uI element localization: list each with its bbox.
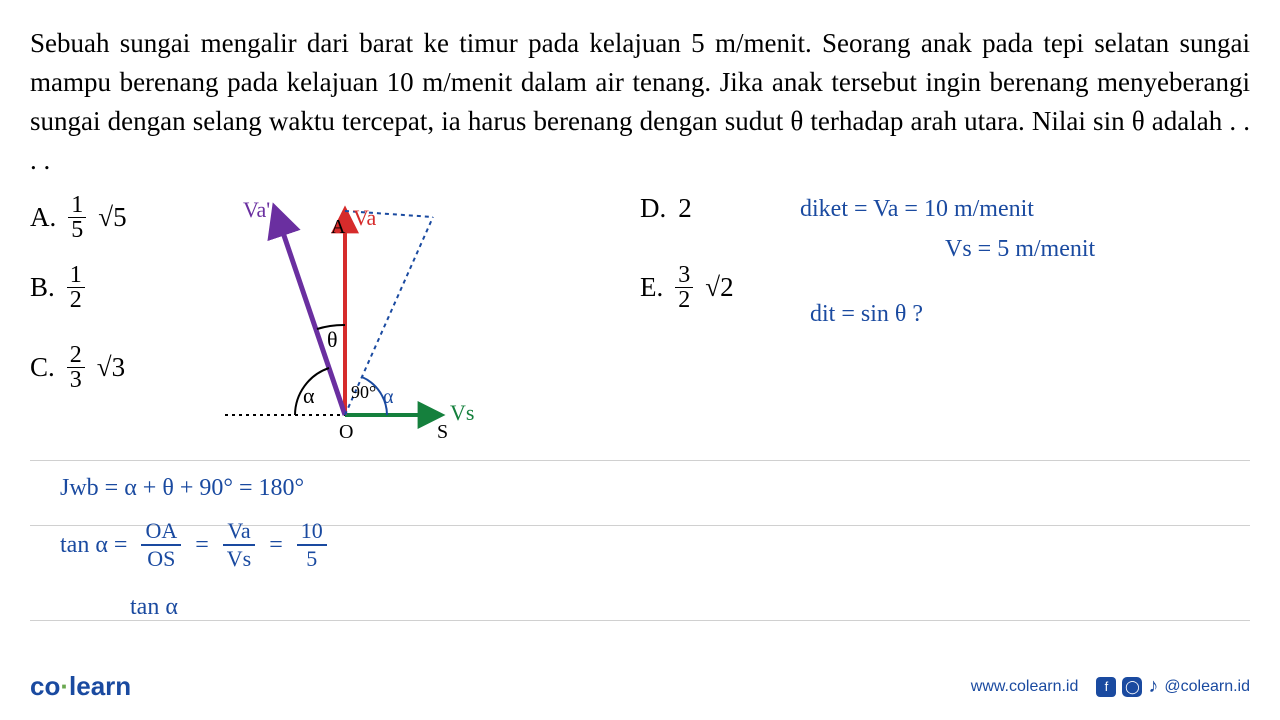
option-a-num: 1 [68,193,86,218]
option-b-num: 1 [67,263,85,288]
option-e-frac: 3 2 [675,263,693,312]
note-dit: dit = sin θ ? [810,301,923,328]
work-eq2: = [269,532,283,559]
work-f1d: OS [143,546,179,572]
label-alpha1: α [303,383,315,408]
option-c-frac: 2 3 [67,343,85,392]
label-O: O [339,421,353,443]
facebook-icon: f [1096,677,1116,697]
label-vs: Vs [450,400,474,425]
work-frac3: 10 5 [297,518,327,572]
instagram-icon: ◯ [1122,677,1142,697]
option-e-num: 3 [675,263,693,288]
social-icons: f ◯ ♪ @colearn.id [1096,675,1250,698]
work-f2n: Va [223,518,254,546]
option-e-sqrt: √2 [705,272,733,303]
note-va: Va = 10 m/menit [873,196,1034,222]
tiktok-icon: ♪ [1148,675,1158,698]
work-f1n: OA [141,518,181,546]
option-a-frac: 1 5 [68,193,86,242]
label-theta: θ [327,327,338,352]
option-d-letter: D. [640,193,666,224]
vector-diagram: Va' Va A θ α 90° α Vs O S [225,195,505,445]
label-va-prime: Va' [243,197,270,222]
work-f3d: 5 [302,546,321,572]
work-frac2: Va Vs [223,518,255,572]
work-line1: Jwb = α + θ + 90° = 180° [60,475,1250,502]
option-a-sqrt: √5 [98,202,126,233]
rule-1 [30,460,1250,461]
work-line2: tan α = OA OS = Va Vs = 10 5 [60,518,1250,572]
option-d-value: 2 [678,193,692,224]
option-c: C. 2 3 √3 [30,343,125,392]
brand-logo: co·learn [30,671,131,702]
logo-learn: learn [69,671,131,701]
work-f2d: Vs [223,546,255,572]
diagram-svg: Va' Va A θ α 90° α Vs O S [225,195,505,445]
footer-url: www.colearn.id [971,678,1079,696]
footer-handle: @colearn.id [1164,678,1250,696]
option-b-frac: 1 2 [67,263,85,312]
label-S: S [437,421,448,443]
option-b-den: 2 [67,288,85,312]
footer: co·learn www.colearn.id f ◯ ♪ @colearn.i… [30,671,1250,702]
option-e-letter: E. [640,272,663,303]
label-alpha2: α [383,386,394,408]
options-area: A. 1 5 √5 B. 1 2 C. 2 3 √3 D. 2 E. 3 2 √… [0,181,1280,189]
option-b-letter: B. [30,272,55,303]
work-f3n: 10 [297,518,327,546]
option-b: B. 1 2 [30,263,85,312]
label-A: A [331,216,346,238]
option-c-num: 2 [67,343,85,368]
label-va: Va [353,205,376,230]
work-area: Jwb = α + θ + 90° = 180° tan α = OA OS =… [60,475,1250,621]
option-c-letter: C. [30,352,55,383]
label-ninety: 90° [351,382,376,402]
note-diket-label: diket = [800,196,868,222]
question-text: Sebuah sungai mengalir dari barat ke tim… [0,0,1280,181]
note-diket: diket = Va = 10 m/menit [800,196,1034,223]
logo-co: co [30,671,60,701]
logo-dot: · [60,671,69,701]
option-e: E. 3 2 √2 [640,263,734,312]
work-eq1: = [195,532,209,559]
work-line2-pre: tan α = [60,532,127,559]
option-c-sqrt: √3 [97,352,125,383]
note-vs: Vs = 5 m/menit [945,236,1095,263]
option-a-letter: A. [30,202,56,233]
option-e-den: 2 [675,288,693,312]
work-frac1: OA OS [141,518,181,572]
option-a: A. 1 5 √5 [30,193,127,242]
option-c-den: 3 [67,368,85,392]
option-d: D. 2 [640,193,692,224]
footer-right: www.colearn.id f ◯ ♪ @colearn.id [971,675,1250,698]
work-line3: tan α [130,594,1250,621]
option-a-den: 5 [68,218,86,242]
